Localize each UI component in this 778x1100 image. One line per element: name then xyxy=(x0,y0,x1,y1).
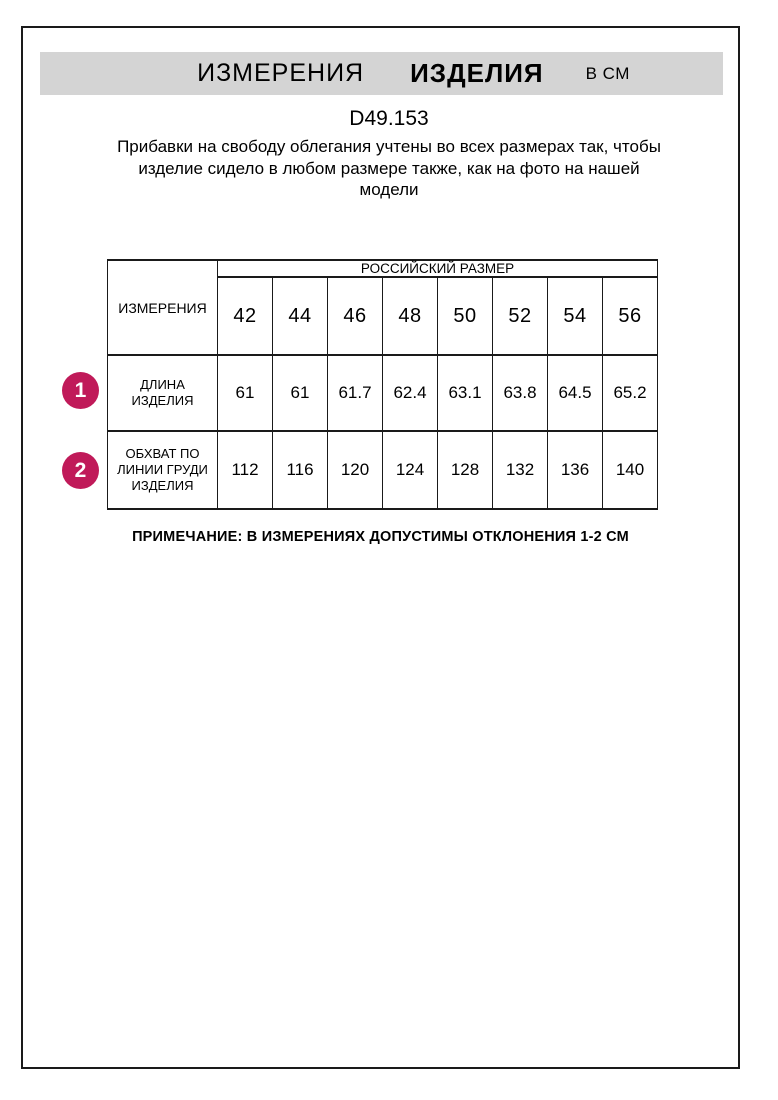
size-column-header: 54 xyxy=(547,276,603,356)
table-row: ДЛИНА ИЗДЕЛИЯ 61 61 61.7 62.4 63.1 63.8 … xyxy=(107,354,658,432)
size-column-header: 46 xyxy=(327,276,383,356)
measurements-column-header: ИЗМЕРЕНИЯ xyxy=(107,259,218,356)
description-line: изделие сидело в любом размере также, ка… xyxy=(138,158,640,178)
table-row: ОБХВАТ ПО ЛИНИИ ГРУДИ ИЗДЕЛИЯ 112 116 12… xyxy=(107,430,658,510)
measurement-value: 65.2 xyxy=(602,354,658,432)
measurement-value: 63.1 xyxy=(437,354,493,432)
page-border xyxy=(21,26,740,1069)
title-bar: ИЗМЕРЕНИЯ ИЗДЕЛИЯ В СМ xyxy=(40,52,723,95)
title-unit: В СМ xyxy=(585,63,630,83)
size-column-header: 50 xyxy=(437,276,493,356)
marker-number: 1 xyxy=(74,378,87,402)
description-line: модели xyxy=(359,180,419,199)
measurement-value: 140 xyxy=(602,430,658,510)
measurement-value: 120 xyxy=(327,430,383,510)
product-code: D49.153 xyxy=(349,107,429,130)
title-measurements: ИЗМЕРЕНИЯ xyxy=(197,59,365,87)
size-column-header: 42 xyxy=(217,276,273,356)
measurement-value: 63.8 xyxy=(492,354,548,432)
note-text: ПРИМЕЧАНИЕ: В ИЗМЕРЕНИЯХ ДОПУСТИМЫ ОТКЛО… xyxy=(132,529,629,545)
description-line: Прибавки на свободу облегания учтены во … xyxy=(117,137,661,156)
title-product: ИЗДЕЛИЯ xyxy=(410,58,544,88)
marker-number: 2 xyxy=(74,458,87,482)
measurement-value: 64.5 xyxy=(547,354,603,432)
measurement-value: 62.4 xyxy=(382,354,438,432)
size-column-header: 52 xyxy=(492,276,548,356)
size-column-header: 44 xyxy=(272,276,328,356)
measurement-value: 116 xyxy=(272,430,328,510)
measurement-value: 124 xyxy=(382,430,438,510)
row-label: ДЛИНА ИЗДЕЛИЯ xyxy=(107,354,218,432)
measurement-value: 61.7 xyxy=(327,354,383,432)
product-description: Прибавки на свободу облегания учтены во … xyxy=(99,136,679,201)
measurement-value: 132 xyxy=(492,430,548,510)
row-marker-2: 2 xyxy=(62,452,99,489)
measurement-value: 112 xyxy=(217,430,273,510)
measurement-value: 128 xyxy=(437,430,493,510)
row-label: ОБХВАТ ПО ЛИНИИ ГРУДИ ИЗДЕЛИЯ xyxy=(107,430,218,510)
row-marker-1: 1 xyxy=(62,372,99,409)
russian-size-header: РОССИЙСКИЙ РАЗМЕР xyxy=(217,259,658,278)
size-column-header: 56 xyxy=(602,276,658,356)
size-table: ИЗМЕРЕНИЯ РОССИЙСКИЙ РАЗМЕР 42 44 46 48 … xyxy=(107,259,658,510)
table-row: 42 44 46 48 50 52 54 56 xyxy=(108,276,658,356)
measurement-value: 61 xyxy=(217,354,273,432)
size-column-header: 48 xyxy=(382,276,438,356)
measurement-value: 61 xyxy=(272,354,328,432)
table-row: ИЗМЕРЕНИЯ РОССИЙСКИЙ РАЗМЕР xyxy=(107,259,658,356)
measurement-value: 136 xyxy=(547,430,603,510)
